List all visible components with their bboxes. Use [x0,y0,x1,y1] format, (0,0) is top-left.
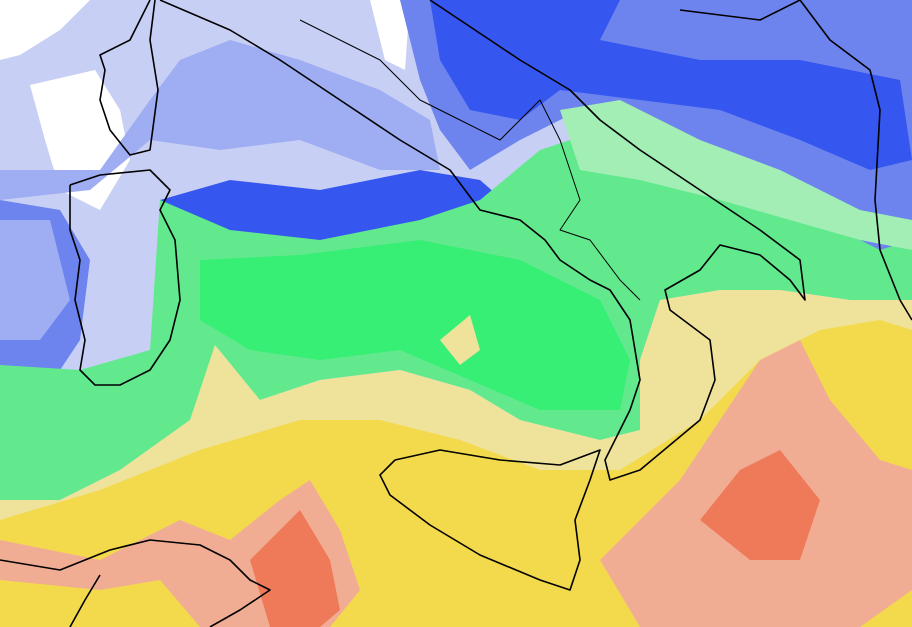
field-yellow-patch [440,315,480,365]
coastline-tunisia [0,539,271,627]
coastline-sardinia [69,169,181,386]
field-white-nw [0,0,90,60]
coastline-italy-west [159,0,806,481]
field-green-pale [560,100,912,250]
coastline-corsica [99,0,159,156]
coastline-sicily [379,449,601,591]
field-white-north [370,0,410,70]
field-periwinkle [0,40,440,200]
field-orange-east [700,450,820,560]
field-blue-deep-north [430,0,912,170]
coastline-balkans [679,0,912,321]
region-borders [299,19,641,301]
field-green-bright [200,240,630,410]
field-orange-west [250,510,340,627]
coastline-tunisia-south [69,574,101,627]
field-blue-sw [0,220,70,340]
